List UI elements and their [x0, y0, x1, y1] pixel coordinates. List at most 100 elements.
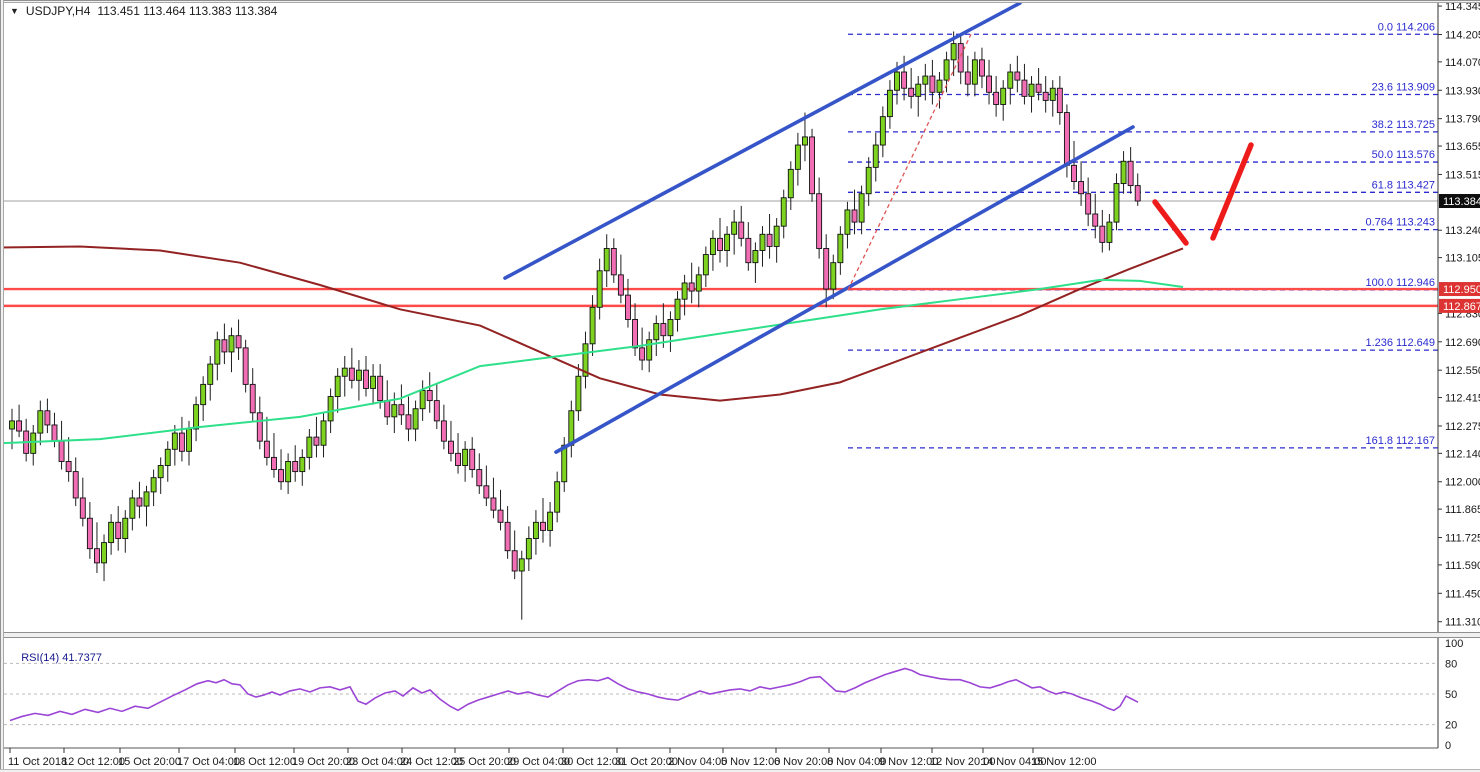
candle-body-bear	[1099, 225, 1106, 243]
price-tick-label: 112.000	[1445, 477, 1480, 489]
candle	[221, 323, 228, 365]
candle-body-bull	[355, 369, 362, 381]
candle	[547, 502, 554, 547]
date-label: 18 Oct 12:00	[233, 756, 296, 768]
candle	[455, 433, 461, 474]
candle	[575, 364, 582, 421]
price-tick-label: 112.690	[1445, 337, 1480, 349]
candle-body-bull	[922, 75, 929, 85]
candle-body-bear	[44, 410, 51, 426]
channel-lower-line[interactable]	[554, 125, 1135, 454]
candle-body-bear	[51, 424, 58, 442]
candle-body-bull	[228, 335, 235, 353]
candle	[681, 274, 688, 316]
candle-body-bear	[1063, 112, 1070, 166]
date-label: 5 Nov 12:00	[721, 756, 780, 768]
candle	[936, 72, 943, 109]
rsi-panel[interactable]: 100 80 50 20 0	[4, 638, 1463, 752]
candle-body-bull	[582, 343, 589, 377]
candle-body-bull	[674, 298, 681, 320]
candle	[886, 80, 893, 129]
candle-body-bear	[440, 420, 447, 442]
candle-body-bear	[504, 521, 511, 552]
candle-body-bull	[1007, 71, 1014, 89]
candle	[476, 453, 483, 494]
candle-body-bear	[433, 400, 440, 422]
chevron-down-icon[interactable]: ▼	[10, 6, 19, 16]
candle	[363, 355, 369, 397]
candle-body-bear	[426, 390, 433, 402]
trend-arrow[interactable]	[1210, 142, 1254, 241]
candle-body-bear	[1021, 79, 1028, 97]
candle-body-bear	[993, 91, 1000, 105]
candle-body-bear	[363, 369, 369, 389]
candle	[249, 368, 256, 421]
candle-body-bull	[858, 193, 865, 223]
candle	[164, 441, 171, 482]
candle	[320, 412, 327, 458]
candle-body-bull	[554, 481, 561, 513]
candle-body-bear	[242, 347, 249, 385]
price-tick-label: 113.240	[1445, 225, 1480, 237]
candle-body-bull	[936, 79, 943, 93]
fib-diagonal-line[interactable]	[847, 33, 972, 291]
price-tick-label: 114.205	[1445, 29, 1480, 41]
fib-retracement[interactable]: 0.0 114.206 23.6 113.909 38.2 113.725 50.0 …	[848, 21, 1438, 449]
candle-body-bull	[285, 461, 292, 483]
channel-upper-line[interactable]	[503, 1, 1022, 280]
candle	[1071, 140, 1077, 190]
date-label: 12 Nov 20:00	[930, 756, 995, 768]
price-tick-label: 113.515	[1445, 169, 1480, 181]
window-frame-top	[0, 0, 1480, 3]
candle-body-bear	[16, 420, 23, 432]
candle-body-bull	[320, 420, 327, 446]
price-axis[interactable]: 114.345 114.205 114.070 113.930 113.790 113.6…	[1437, 1, 1480, 748]
candle	[872, 132, 879, 182]
candle	[596, 258, 603, 320]
candle	[632, 303, 638, 356]
candle-body-bear	[625, 294, 631, 320]
candle	[986, 59, 992, 105]
candle-body-bull	[157, 465, 164, 479]
price-tick-label: 111.725	[1445, 533, 1480, 545]
candle	[30, 424, 37, 466]
candle	[341, 355, 348, 397]
candle-body-bear	[79, 497, 86, 519]
price-badge-red	[1439, 298, 1480, 313]
candle-body-bear	[816, 193, 823, 249]
candle	[1014, 55, 1021, 93]
candle-body-bear	[766, 233, 773, 247]
fib-level-label: 161.8 112.167	[1365, 435, 1435, 447]
candle-body-bear	[1078, 181, 1085, 195]
candle-body-bull	[724, 233, 731, 251]
candle-body-bull	[30, 432, 37, 454]
candle-body-bull	[773, 225, 780, 247]
candle-body-bull	[971, 59, 978, 85]
candle-body-bull	[702, 254, 709, 276]
date-label: 6 Nov 20:00	[774, 756, 833, 768]
candle-body-bear	[851, 209, 858, 223]
candle-body-bull	[341, 367, 348, 377]
candle	[200, 376, 207, 421]
date-label: 17 Oct 04:00	[177, 756, 240, 768]
trend-arrow[interactable]	[1152, 199, 1189, 246]
candle	[837, 226, 844, 275]
candle-body-bear	[94, 548, 100, 564]
candle	[214, 331, 221, 381]
candle	[540, 497, 546, 543]
ohlc-values: 113.451 113.464 113.383 113.384	[97, 4, 278, 18]
panel-splitter[interactable]	[4, 632, 1480, 638]
candle	[759, 226, 766, 267]
candle-body-bull	[129, 497, 136, 519]
candle	[384, 380, 391, 425]
candle	[717, 218, 723, 263]
candle	[1092, 193, 1099, 239]
candle-body-bull	[200, 383, 207, 406]
price-tick-label: 114.070	[1445, 57, 1480, 69]
candle-body-bear	[823, 248, 830, 290]
candle	[292, 445, 299, 482]
candle	[1113, 173, 1120, 231]
candle	[865, 157, 872, 206]
